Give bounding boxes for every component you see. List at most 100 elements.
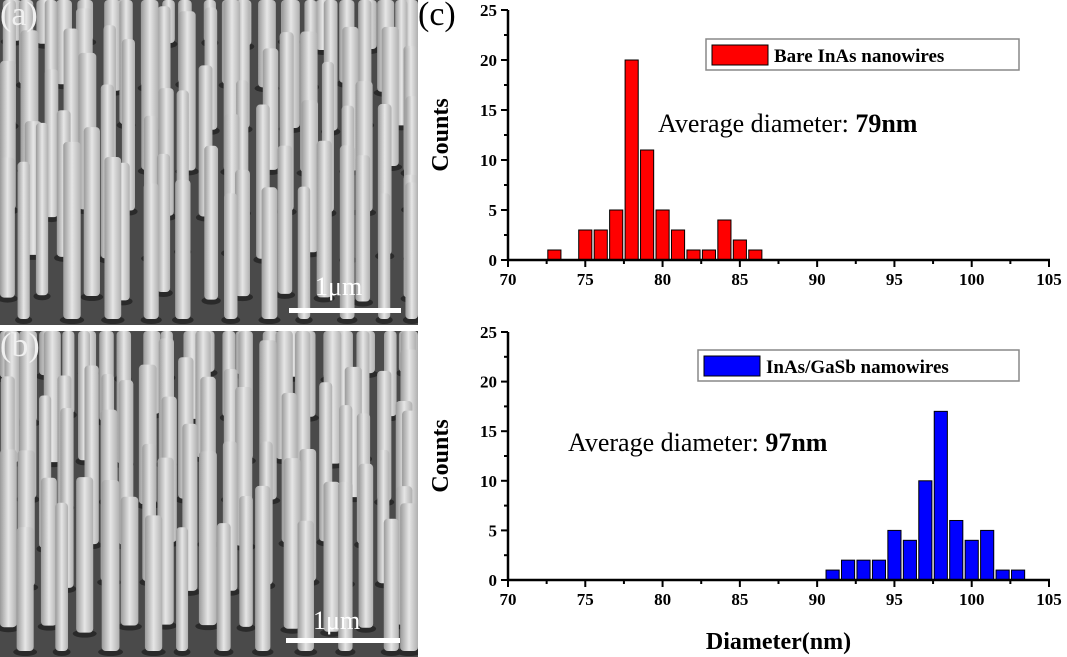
nanowire-pillar — [204, 145, 219, 300]
histogram-bar — [840, 559, 856, 581]
nanowire-pillar — [277, 145, 293, 294]
histogram-bar — [856, 559, 871, 581]
nanowire-pillar — [120, 496, 139, 626]
legend-label: InAs/GaSb namowires — [766, 357, 949, 378]
histogram-bar — [640, 149, 655, 261]
x-tick-label: 70 — [500, 270, 517, 289]
nanowire-pillar — [16, 527, 34, 651]
x-tick-label: 100 — [959, 270, 985, 289]
histogram-bar — [887, 529, 902, 581]
nanowire-pillar — [176, 527, 189, 651]
y-tick-label: 15 — [480, 101, 497, 120]
nanowire-pillar — [358, 463, 374, 628]
nanowire-pillar — [239, 496, 253, 627]
scale-bar — [289, 308, 401, 313]
histogram-bar — [593, 229, 608, 261]
scale-bar-label: 1μm — [315, 272, 363, 301]
nanowire-pillar — [297, 520, 314, 651]
y-tick-label: 20 — [480, 373, 497, 392]
nanowire-pillar — [104, 156, 122, 319]
panel-label-a: (a) — [0, 0, 38, 33]
y-tick-label: 10 — [480, 151, 497, 170]
x-tick-label: 85 — [731, 590, 748, 609]
annotation-prefix: Average diameter: — [568, 428, 765, 457]
nanowire-pillar — [378, 193, 391, 319]
nanowire-pillar — [255, 485, 271, 651]
average-diameter-annotation: Average diameter: 97nm — [568, 428, 828, 457]
nanowire-pillar — [223, 193, 238, 319]
nanowire-pillar — [40, 477, 57, 626]
nanowire-pillar — [35, 122, 49, 296]
histogram-bar — [748, 249, 763, 261]
nanowire-pillar — [383, 518, 399, 651]
annotation-value: 97nm — [765, 428, 827, 457]
histogram-bar — [825, 569, 840, 581]
nanowire-array-image — [0, 0, 418, 324]
y-tick-label: 0 — [489, 251, 498, 270]
histogram-bar — [933, 410, 948, 581]
sem-image-b: (b) 1μm — [0, 331, 418, 657]
histogram-bar — [871, 559, 887, 581]
histogram-bar — [1011, 569, 1026, 581]
nanowire-pillar — [156, 153, 171, 293]
nanowire-pillar — [83, 127, 100, 296]
x-tick-label: 105 — [1036, 590, 1062, 609]
histogram-bar — [964, 539, 979, 581]
nanowire-pillar — [283, 458, 301, 629]
histogram-bar — [686, 249, 701, 261]
histogram-bar — [902, 539, 917, 581]
y-tick-label: 15 — [480, 422, 497, 441]
panel-label-c: (c) — [418, 0, 456, 33]
nanowire-pillar — [17, 161, 30, 319]
histogram-bar — [995, 569, 1010, 581]
nanowire-pillar — [355, 155, 371, 302]
y-tick-label: 5 — [489, 201, 498, 220]
y-tick-label: 25 — [480, 323, 497, 342]
nanowire-pillar — [55, 502, 69, 651]
legend-label: Bare InAs nanowires — [774, 46, 944, 67]
x-tick-label: 90 — [809, 270, 826, 289]
nanowire-pillar — [144, 515, 163, 651]
nanowire-pillar — [63, 141, 81, 319]
nanowire-pillar — [198, 451, 217, 626]
nanowire-pillar — [400, 503, 418, 651]
x-tick-label: 95 — [886, 270, 903, 289]
histogram-bar — [547, 249, 562, 261]
legend-swatch — [711, 44, 769, 66]
x-tick-label: 80 — [654, 590, 671, 609]
x-tick-label: 70 — [500, 590, 517, 609]
annotation-prefix: Average diameter: — [658, 109, 855, 138]
scale-bar — [286, 638, 400, 643]
nanowire-pillar — [101, 480, 120, 651]
nanowire-pillar — [261, 187, 278, 319]
nanowire-pillar — [338, 481, 353, 651]
nanowire-pillar — [0, 449, 17, 628]
y-tick-label: 0 — [489, 571, 498, 590]
y-axis-label: Counts — [428, 98, 454, 171]
nanowire-array-image — [0, 331, 418, 656]
x-tick-label: 95 — [886, 590, 903, 609]
legend-swatch — [703, 355, 761, 377]
histogram-bar — [609, 209, 624, 261]
nanowire-pillar — [323, 481, 341, 632]
histogram-bar — [655, 209, 670, 261]
x-tick-label: 100 — [959, 590, 985, 609]
x-tick-label: 75 — [577, 590, 594, 609]
nanowire-pillar — [405, 182, 418, 319]
y-tick-label: 25 — [480, 1, 497, 20]
scale-bar-label: 1μm — [313, 606, 361, 635]
sem-image-a: (a) 1μm — [0, 0, 418, 325]
histogram-bar — [980, 529, 995, 581]
nanowire-pillar — [297, 186, 311, 319]
nanowire-pillar — [339, 145, 355, 319]
y-tick-label: 5 — [489, 521, 498, 540]
nanowire-pillar — [76, 477, 94, 633]
y-tick-label: 10 — [480, 472, 497, 491]
histogram-bar — [717, 219, 732, 261]
histogram-bar — [918, 480, 933, 581]
x-tick-label: 90 — [809, 590, 826, 609]
nanowire-pillar — [316, 140, 332, 298]
x-tick-label: 105 — [1036, 270, 1062, 289]
nanowire-pillar — [0, 157, 15, 298]
